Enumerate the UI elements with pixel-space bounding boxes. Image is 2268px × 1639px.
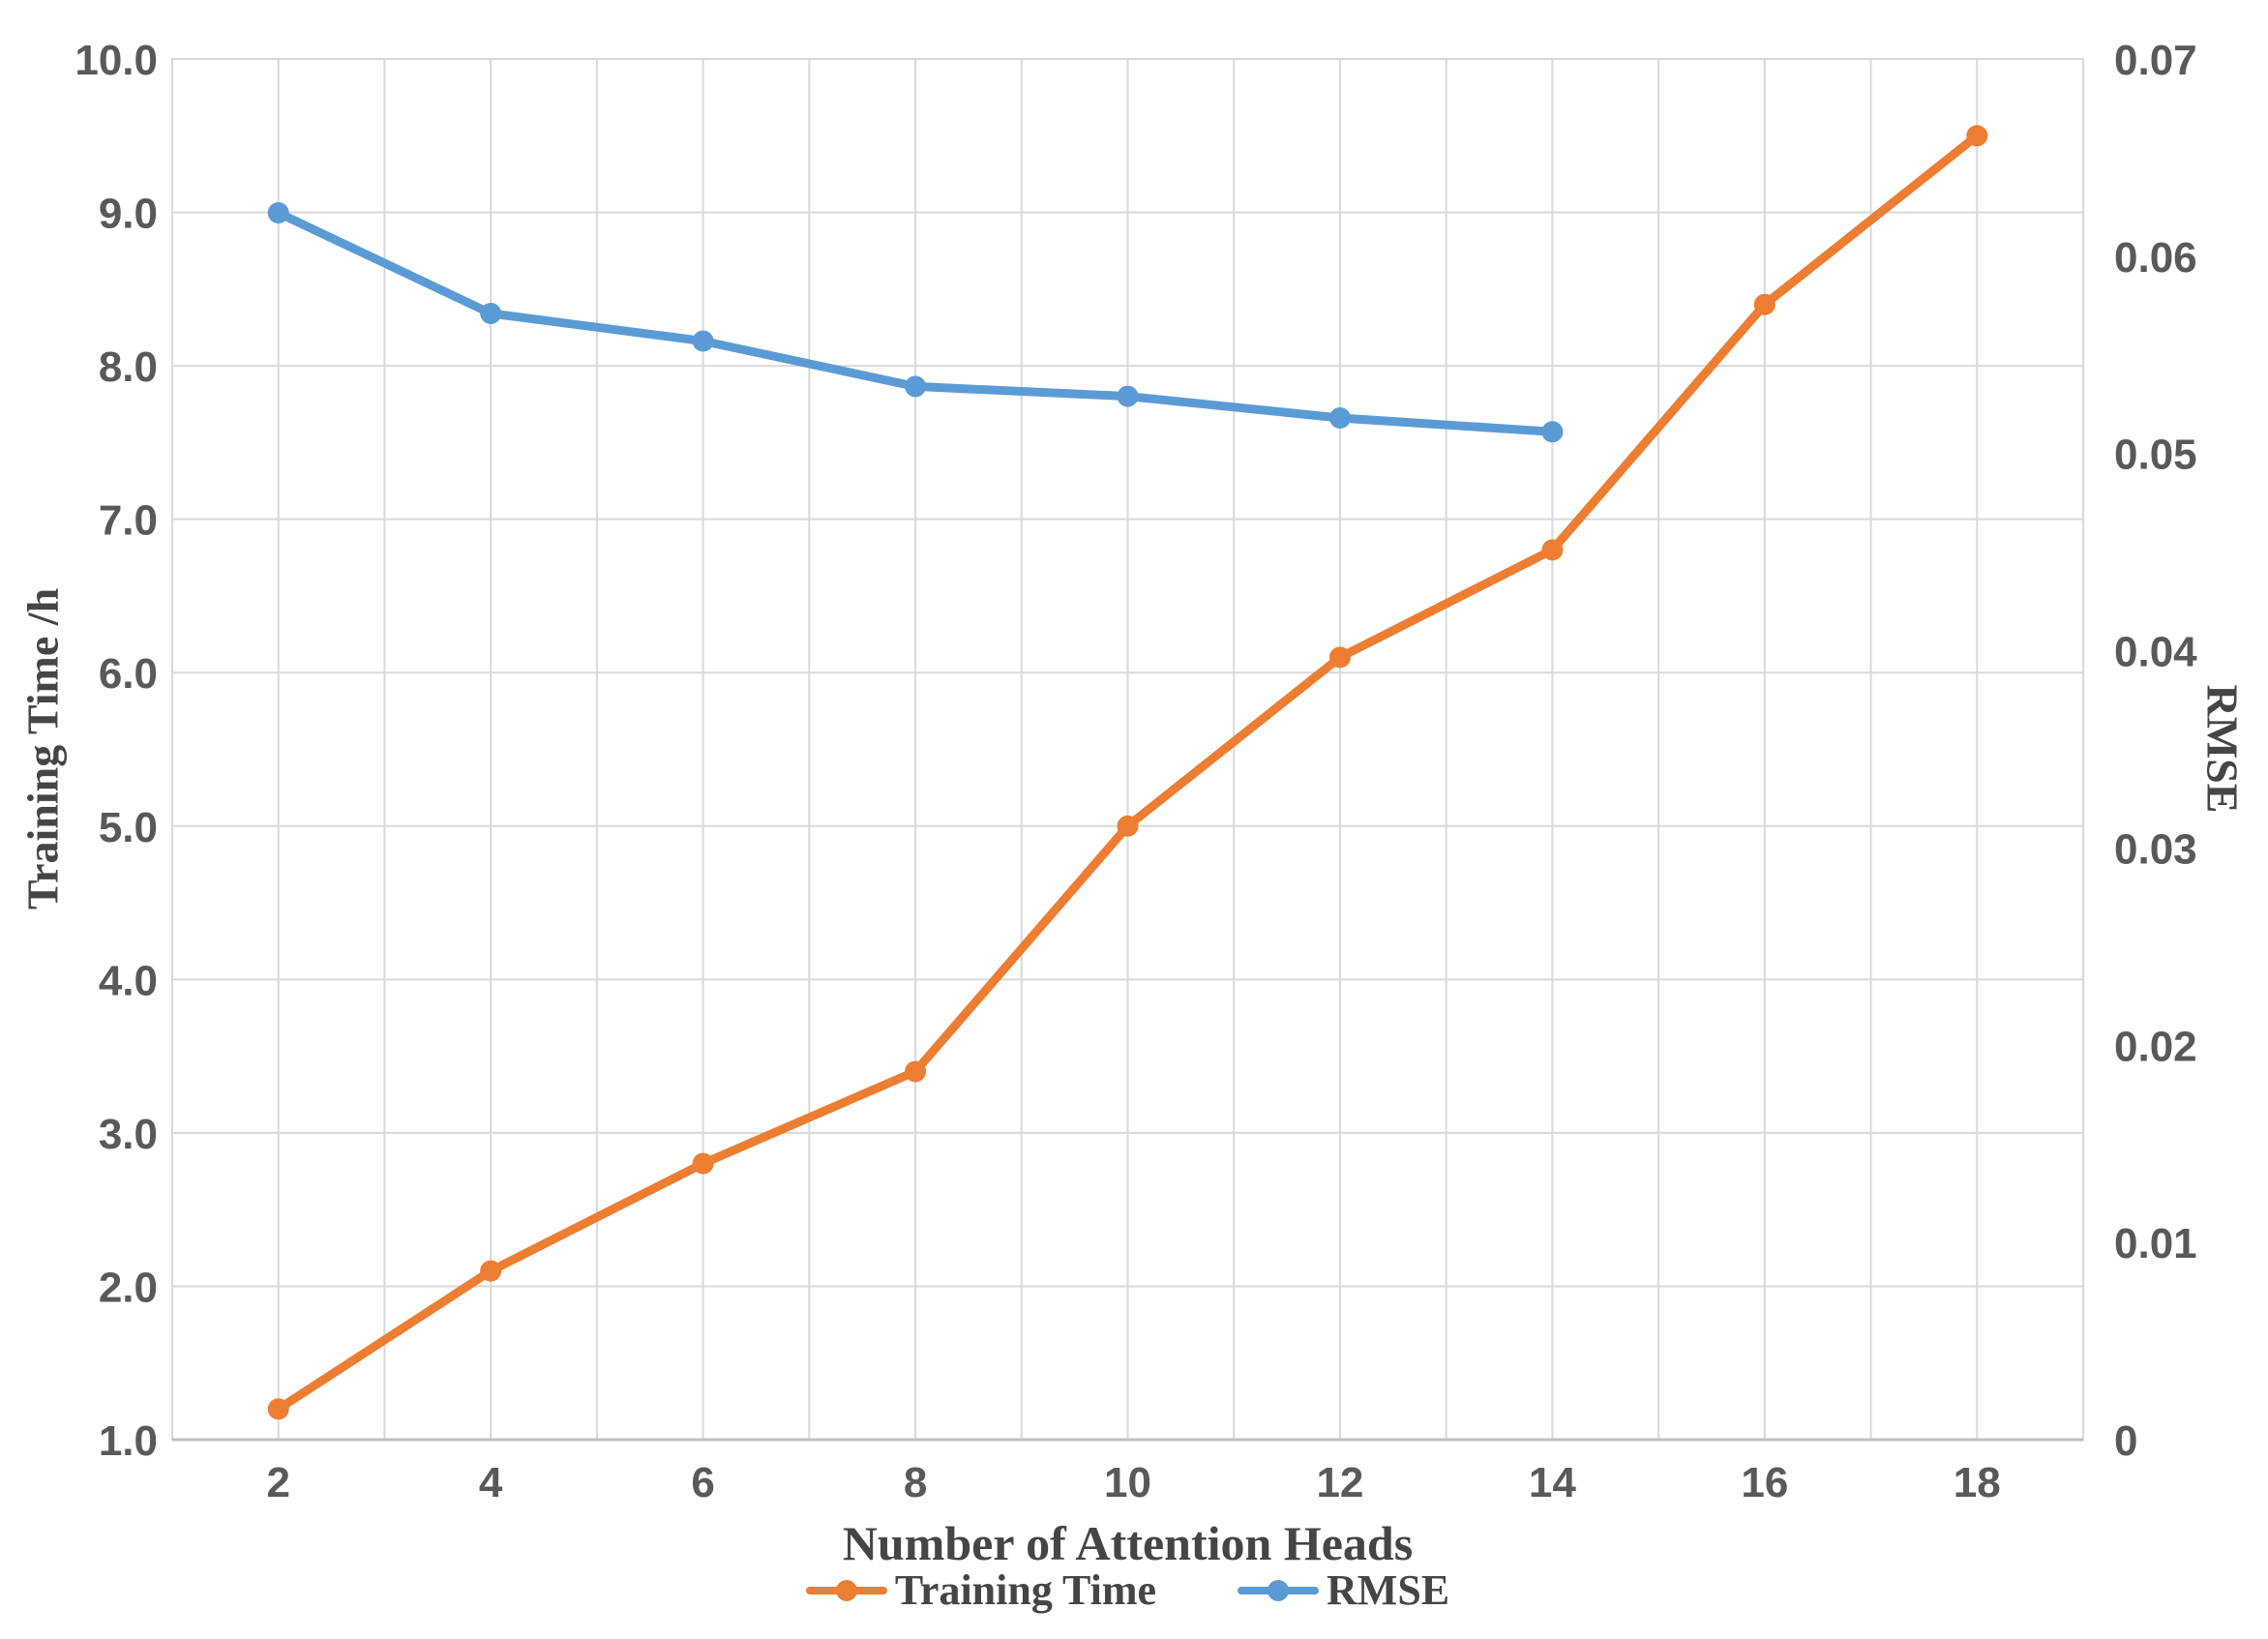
training-time-legend-marker <box>805 1578 887 1603</box>
y-left-tick-label: 1.0 <box>99 1417 158 1465</box>
rmse-marker[interactable] <box>905 375 927 398</box>
legend-label: RMSE <box>1327 1566 1450 1614</box>
y-left-tick-label: 4.0 <box>99 957 158 1004</box>
y-left-tick-label: 8.0 <box>99 343 158 391</box>
y-left-tick-label: 2.0 <box>99 1264 158 1311</box>
training-time-marker[interactable] <box>1753 293 1776 315</box>
x-tick-label: 4 <box>479 1459 503 1506</box>
rmse-marker[interactable] <box>692 330 714 352</box>
rmse-marker[interactable] <box>267 202 289 224</box>
rmse-marker[interactable] <box>1328 407 1351 430</box>
y-left-tick-label: 10.0 <box>75 37 158 84</box>
y-right-tick-label: 0.02 <box>2114 1023 2197 1070</box>
training-time-marker[interactable] <box>1328 646 1351 669</box>
x-tick-label: 8 <box>904 1459 927 1506</box>
x-tick-label: 16 <box>1741 1459 1788 1506</box>
legend-entry-training-time[interactable]: Training Time <box>805 1565 1157 1615</box>
rmse-legend-marker <box>1238 1578 1320 1603</box>
training-time-marker[interactable] <box>692 1152 714 1175</box>
legend: Training Time RMSE <box>172 1565 2083 1615</box>
y-left-tick-label: 3.0 <box>99 1111 158 1158</box>
training-time-marker[interactable] <box>1117 815 1139 837</box>
y-right-tick-label: 0.07 <box>2114 37 2197 84</box>
y-left-tick-label: 6.0 <box>99 650 158 698</box>
y-left-tick-label: 7.0 <box>99 497 158 545</box>
legend-label: Training Time <box>894 1566 1157 1614</box>
training-time-marker[interactable] <box>1966 125 1988 147</box>
training-time-marker[interactable] <box>480 1260 502 1282</box>
y-right-tick-label: 0.04 <box>2114 629 2197 676</box>
y-right-tick-label: 0.03 <box>2114 825 2197 873</box>
rmse-marker[interactable] <box>480 302 502 324</box>
training-time-marker[interactable] <box>267 1398 289 1420</box>
x-axis-title: Number of Attention Heads <box>842 1516 1414 1570</box>
right-axis-title: RMSE <box>2197 684 2248 814</box>
x-tick-label: 18 <box>1954 1459 2001 1506</box>
left-axis-title: Training Time /h <box>17 587 68 910</box>
x-tick-label: 6 <box>691 1459 714 1506</box>
legend-entry-rmse[interactable]: RMSE <box>1238 1565 1449 1615</box>
x-tick-label: 10 <box>1104 1459 1151 1506</box>
training-time-marker[interactable] <box>1541 539 1564 561</box>
x-tick-label: 12 <box>1316 1459 1363 1506</box>
rmse-marker[interactable] <box>1117 385 1139 407</box>
y-left-tick-label: 5.0 <box>99 804 158 851</box>
y-right-tick-label: 0.05 <box>2114 432 2197 479</box>
x-tick-label: 14 <box>1529 1459 1576 1506</box>
y-right-tick-label: 0.01 <box>2114 1220 2197 1267</box>
y-right-tick-label: 0 <box>2114 1417 2137 1465</box>
y-right-tick-label: 0.06 <box>2114 234 2197 282</box>
x-tick-label: 2 <box>266 1459 289 1506</box>
y-left-tick-label: 9.0 <box>99 191 158 238</box>
training-time-marker[interactable] <box>905 1060 927 1083</box>
rmse-marker[interactable] <box>1541 421 1564 443</box>
